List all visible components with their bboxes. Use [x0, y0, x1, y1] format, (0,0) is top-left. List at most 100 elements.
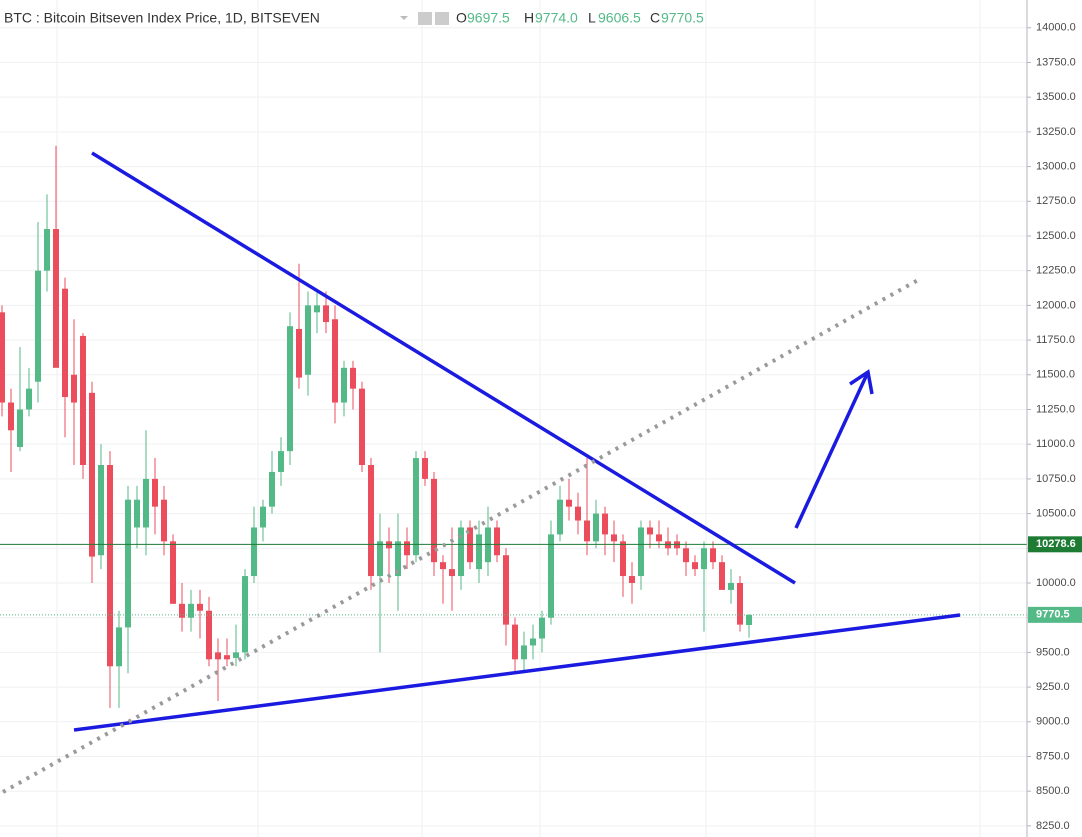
- price-axis-bg: [1027, 0, 1082, 837]
- candle-body: [314, 305, 320, 313]
- candle-body: [161, 499, 167, 542]
- candle-body: [107, 465, 113, 667]
- candle-body: [35, 270, 41, 382]
- candle-body: [584, 520, 590, 542]
- arrow-head: [849, 369, 874, 395]
- candle-body: [566, 499, 572, 507]
- y-tick-label: 12750.0: [1036, 195, 1076, 207]
- candle-body: [503, 555, 509, 625]
- y-tick-label: 13750.0: [1036, 56, 1076, 68]
- legend-h: H: [524, 10, 534, 26]
- candle-body: [89, 392, 95, 557]
- candle-body: [512, 624, 518, 660]
- candle-body: [188, 603, 194, 618]
- legend-c: C: [650, 10, 660, 26]
- candle-body: [710, 548, 716, 563]
- price-label-bg: [1028, 536, 1082, 553]
- candle-body: [296, 328, 302, 378]
- candle-body: [215, 652, 221, 660]
- candle-body: [557, 499, 563, 535]
- y-tick-label: 13250.0: [1036, 126, 1076, 138]
- candle-body: [395, 541, 401, 577]
- candle-body: [476, 534, 482, 570]
- y-tick-label: 11250.0: [1036, 403, 1075, 415]
- y-tick-label: 13500.0: [1036, 91, 1076, 103]
- candle-body: [251, 527, 257, 577]
- legend-high: 9774.0: [535, 10, 578, 26]
- candle-body: [62, 288, 68, 397]
- legend-close: 9770.5: [661, 10, 704, 26]
- candle-body: [53, 229, 59, 368]
- candle-body: [521, 645, 527, 660]
- y-tick-label: 10750.0: [1036, 473, 1076, 485]
- candle-body: [26, 388, 32, 410]
- candle-body: [377, 541, 383, 577]
- legend-open: 9697.5: [467, 10, 510, 26]
- candle-body: [233, 652, 239, 658]
- candle-body: [242, 576, 248, 653]
- candle-body: [494, 527, 500, 556]
- candle-body: [404, 541, 410, 556]
- candle-body: [548, 534, 554, 618]
- candle-body: [647, 527, 653, 535]
- y-tick-label: 11000.0: [1036, 438, 1075, 450]
- candle-body: [98, 465, 104, 556]
- resistance-line: [91, 151, 796, 585]
- candle-body: [116, 627, 122, 667]
- candle-body: [449, 569, 455, 577]
- candle-body: [431, 478, 437, 563]
- candle-body: [413, 458, 419, 556]
- candle-body: [44, 229, 50, 271]
- y-tick-label: 12250.0: [1036, 265, 1076, 277]
- candle-body: [323, 305, 329, 323]
- candle-body: [440, 562, 446, 570]
- candle-body: [629, 576, 635, 583]
- candle-body: [206, 610, 212, 660]
- price-label-bg: [1028, 606, 1082, 623]
- candle-body: [683, 548, 689, 563]
- candle-body: [179, 603, 185, 618]
- y-tick-label: 12500.0: [1036, 230, 1076, 242]
- y-tick-label: 11750.0: [1036, 334, 1075, 346]
- dotted-trend-line: [2, 278, 919, 794]
- candle-body: [593, 513, 599, 542]
- y-tick-label: 11500.0: [1036, 369, 1075, 381]
- candle-body: [143, 478, 149, 528]
- candle-body: [152, 478, 158, 507]
- candle-body: [692, 562, 698, 570]
- legend-low: 9606.5: [598, 10, 641, 26]
- chart-title: BTC : Bitcoin Bitseven Index Price, 1D, …: [4, 10, 320, 26]
- header: BTC : Bitcoin Bitseven Index Price, 1D, …: [4, 10, 704, 26]
- candle-body: [8, 402, 14, 431]
- y-tick-label: 13000.0: [1036, 160, 1076, 172]
- candle-body: [728, 582, 734, 590]
- candle-body: [656, 534, 662, 542]
- y-tick-label: 8250.0: [1036, 820, 1070, 832]
- close-icon: [435, 12, 449, 25]
- legend-o: O: [456, 10, 467, 26]
- candle-body: [530, 638, 536, 646]
- candle-body: [287, 326, 293, 452]
- trend-drawings: [2, 151, 961, 794]
- candle-body: [602, 513, 608, 535]
- candle-body: [458, 527, 464, 577]
- support-line: [73, 613, 961, 732]
- legend-l: L: [588, 10, 596, 26]
- y-tick-label: 9250.0: [1036, 681, 1070, 693]
- candle-body: [332, 319, 338, 403]
- candle-body: [80, 335, 86, 465]
- candle-body: [0, 312, 5, 403]
- candle-body: [125, 499, 131, 628]
- candle-body: [359, 388, 365, 465]
- candle-body: [224, 655, 230, 660]
- y-tick-label: 14000.0: [1036, 22, 1076, 34]
- candle-body: [422, 458, 428, 479]
- y-tick-label: 9000.0: [1036, 716, 1070, 728]
- candle-body: [638, 527, 644, 577]
- candle-body: [611, 534, 617, 542]
- settings-icon: [418, 12, 432, 25]
- candle-body: [170, 541, 176, 604]
- y-tick-label: 12000.0: [1036, 299, 1076, 311]
- candle-body: [575, 506, 581, 521]
